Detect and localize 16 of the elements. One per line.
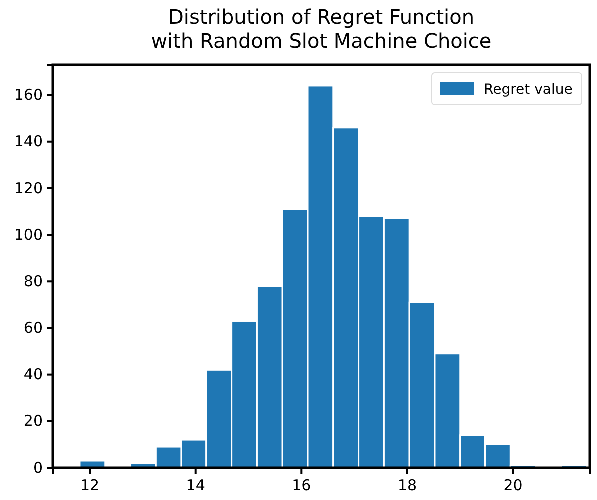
y-tick-label: 40 bbox=[24, 366, 43, 384]
x-tick-label: 16 bbox=[292, 476, 312, 495]
y-tick-label: 60 bbox=[24, 319, 43, 338]
x-tick-label: 20 bbox=[504, 476, 523, 495]
x-tick-label: 12 bbox=[80, 476, 100, 495]
legend-label: Regret value bbox=[484, 82, 573, 98]
y-tick-label: 20 bbox=[24, 412, 43, 430]
y-tick-label: 160 bbox=[14, 86, 43, 104]
y-tick-label: 140 bbox=[14, 132, 43, 151]
y-tick-label: 0 bbox=[33, 458, 43, 477]
y-tick-label: 120 bbox=[14, 179, 43, 198]
y-tick-label: 80 bbox=[24, 272, 43, 290]
x-tick-label: 14 bbox=[186, 476, 206, 495]
x-tick-label: 18 bbox=[398, 476, 418, 495]
chart-title: Distribution of Regret Function with Random Slot Machine Choice bbox=[151, 5, 492, 53]
y-tick-label: 100 bbox=[14, 226, 43, 244]
